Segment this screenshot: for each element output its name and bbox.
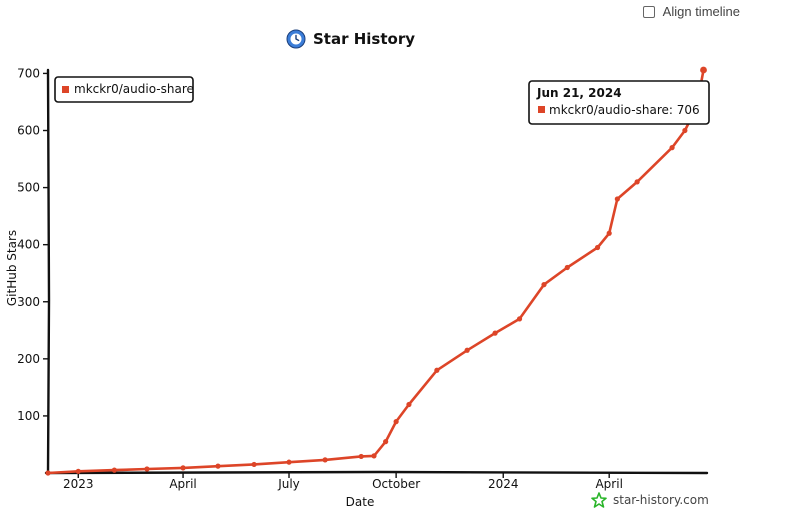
y-tick-label: 100 (17, 409, 40, 423)
x-tick-label: April (595, 477, 622, 491)
chart-axes: GitHub Stars Date (5, 68, 709, 509)
data-point[interactable] (45, 470, 51, 476)
x-tick-label: April (169, 477, 196, 491)
watermark-text: star-history.com (613, 493, 709, 507)
series-line (46, 68, 705, 475)
data-point[interactable] (434, 367, 440, 373)
data-point[interactable] (594, 244, 601, 251)
legend-series-label: mkckr0/audio-share (74, 82, 194, 96)
data-point[interactable] (111, 467, 117, 473)
data-point[interactable] (393, 419, 399, 425)
tooltip-box (528, 80, 710, 125)
align-timeline-toggle[interactable]: Align timeline (642, 4, 740, 19)
clock-icon (286, 29, 306, 49)
y-tick-label: 500 (17, 181, 40, 195)
data-point[interactable] (634, 179, 640, 185)
align-timeline-label: Align timeline (662, 4, 740, 19)
x-axis-line (44, 470, 709, 475)
x-axis-title: Date (346, 495, 375, 509)
y-tick-label: 600 (17, 124, 40, 138)
x-tick-label: October (372, 477, 420, 491)
chart-title: Star History (313, 30, 415, 48)
tooltip-series-name: mkckr0/audio-share (549, 103, 669, 117)
data-point[interactable] (564, 264, 570, 271)
data-point[interactable] (383, 439, 389, 445)
data-point[interactable] (286, 459, 292, 465)
data-point[interactable] (406, 401, 412, 408)
y-tick-label: 300 (17, 295, 40, 309)
data-point[interactable] (371, 453, 377, 459)
data-point[interactable] (669, 145, 675, 151)
data-point[interactable] (180, 465, 186, 471)
x-tick-label: 2024 (488, 477, 519, 491)
y-axis-line (46, 68, 51, 475)
data-point[interactable] (700, 66, 707, 74)
x-tick-label: July (277, 477, 300, 491)
data-point[interactable] (215, 463, 221, 469)
legend-swatch (62, 86, 69, 93)
data-point[interactable] (322, 457, 328, 463)
data-point[interactable] (75, 468, 81, 474)
data-point[interactable] (464, 347, 470, 353)
data-point[interactable] (541, 282, 547, 288)
tooltip-swatch (538, 106, 545, 113)
y-tick-label: 200 (17, 352, 40, 366)
y-tick-label: 400 (17, 238, 40, 252)
y-axis-title: GitHub Stars (5, 230, 19, 306)
tooltip-value: 706 (677, 103, 700, 117)
tooltip-date: Jun 21, 2024 (536, 86, 622, 100)
tooltip-series-label: mkckr0/audio-share: 706 (549, 103, 700, 117)
star-logo-icon (591, 492, 607, 508)
data-point[interactable] (144, 466, 150, 472)
data-point[interactable] (358, 453, 364, 460)
data-point[interactable] (251, 461, 257, 468)
series-group (45, 66, 707, 476)
tick-group: 100 200 300 400 500 600 700 2023 April July Octobe… (17, 66, 623, 491)
x-tick-label: 2023 (63, 477, 94, 491)
data-point[interactable] (492, 330, 498, 336)
y-tick-label: 700 (17, 66, 40, 80)
data-point[interactable] (614, 196, 620, 202)
data-point[interactable] (516, 316, 523, 322)
legend-box (54, 76, 194, 103)
align-timeline-checkbox[interactable] (642, 5, 655, 18)
data-point[interactable] (682, 127, 688, 134)
chart-header: Star History (286, 29, 415, 49)
data-point[interactable] (606, 230, 612, 236)
legend: mkckr0/audio-share (54, 76, 194, 103)
tooltip: Jun 21, 2024 mkckr0/audio-share: 706 (528, 80, 710, 125)
watermark: star-history.com (591, 492, 709, 508)
